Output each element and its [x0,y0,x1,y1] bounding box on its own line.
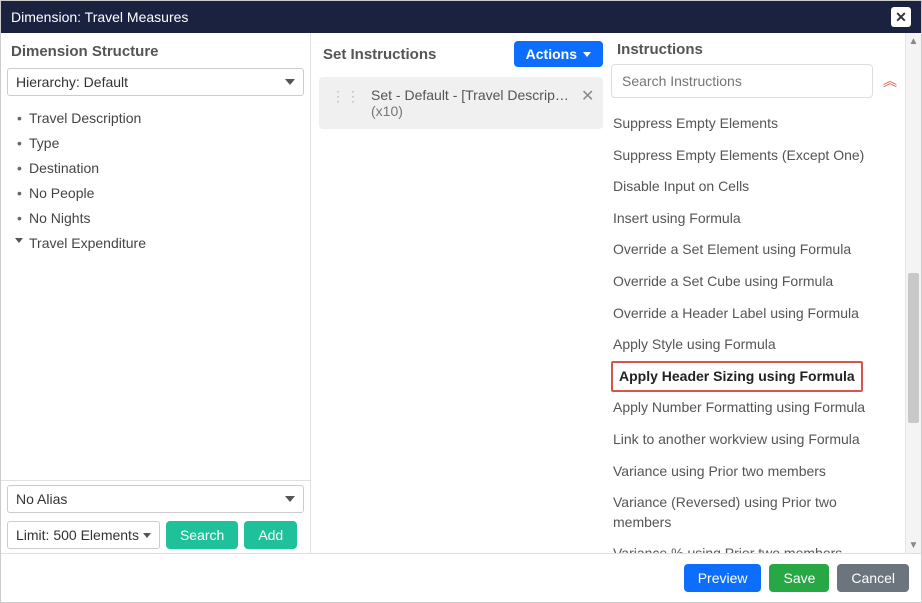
alias-select[interactable]: No Alias [7,485,304,513]
scroll-up-icon[interactable]: ▲ [906,33,921,49]
scroll-down-icon[interactable]: ▼ [906,537,921,553]
tree-item[interactable]: No Nights [17,206,300,231]
instruction-item[interactable]: Override a Set Element using Formula [611,234,899,266]
instruction-item[interactable]: Suppress Empty Elements [611,108,899,140]
dimension-tree: Travel Description Type Destination No Peop… [1,102,310,480]
search-button[interactable]: Search [166,521,238,549]
tree-item[interactable]: Destination [17,156,300,181]
dialog-title: Dimension: Travel Measures [11,9,188,25]
instruction-item[interactable]: Variance using Prior two members [611,456,899,488]
instructions-header: Instructions [615,41,703,58]
dialog-footer: Preview Save Cancel [1,553,921,602]
limit-select[interactable]: Limit: 500 Elements [7,521,160,549]
collapse-icon[interactable]: ︽ [883,77,897,85]
instruction-item[interactable]: Disable Input on Cells [611,171,899,203]
instructions-list: Suppress Empty ElementsSuppress Empty El… [611,108,903,553]
right-panel: Instructions ︽ Suppress Empty ElementsSu… [611,33,921,553]
tree-item[interactable]: Travel Description [17,106,300,131]
preview-button[interactable]: Preview [684,564,762,592]
instruction-item[interactable]: Apply Header Sizing using Formula [611,361,863,393]
add-button[interactable]: Add [244,521,297,549]
dimension-structure-header: Dimension Structure [1,33,310,68]
dialog-body: Dimension Structure Hierarchy: Default T… [1,33,921,553]
tree-item-label: Destination [29,160,99,176]
set-card-line2: (x10) [371,103,571,119]
tree-item-label: No Nights [29,210,90,226]
tree-item[interactable]: Type [17,131,300,156]
instruction-item[interactable]: Link to another workview using Formula [611,424,899,456]
close-icon[interactable]: ✕ [891,7,911,27]
chevron-down-icon [583,52,591,57]
left-bottom-controls: No Alias Limit: 500 Elements Search Add [1,480,310,553]
remove-set-icon[interactable]: ✕ [581,87,594,105]
chevron-down-icon [285,79,295,85]
tree-item-label: Travel Description [29,110,141,126]
set-card-line1: Set - Default - [Travel Description]... [371,87,571,103]
instruction-item[interactable]: Override a Set Cube using Formula [611,266,899,298]
search-instructions-input[interactable] [611,64,873,98]
hierarchy-select[interactable]: Hierarchy: Default [7,68,304,96]
dimension-dialog: Dimension: Travel Measures ✕ Dimension S… [0,0,922,603]
chevron-down-icon [285,496,295,502]
tree-item-label: No People [29,185,94,201]
actions-label: Actions [526,46,577,62]
instruction-item[interactable]: Override a Header Label using Formula [611,298,899,330]
instruction-item[interactable]: Variance (Reversed) using Prior two memb… [611,487,899,538]
instruction-item[interactable]: Apply Style using Formula [611,329,899,361]
instruction-item[interactable]: Suppress Empty Elements (Except One) [611,140,899,172]
titlebar: Dimension: Travel Measures ✕ [1,1,921,33]
cancel-button[interactable]: Cancel [837,564,909,592]
set-card[interactable]: ⋮⋮ Set - Default - [Travel Description].… [319,77,603,129]
hierarchy-label: Hierarchy: Default [16,74,128,90]
actions-button[interactable]: Actions [514,41,603,67]
tree-item-label: Type [29,135,59,151]
middle-panel: Set Instructions Actions ⋮⋮ Set - Defaul… [311,33,611,553]
set-instructions-header: Set Instructions [323,46,436,63]
scrollbar[interactable]: ▲ ▼ [905,33,921,553]
alias-label: No Alias [16,491,67,507]
instruction-item[interactable]: Variance % using Prior two members [611,538,899,553]
instruction-item[interactable]: Apply Number Formatting using Formula [611,392,899,424]
scroll-thumb[interactable] [908,273,919,423]
tree-item-label: Travel Expenditure [29,235,146,251]
instruction-item[interactable]: Insert using Formula [611,203,899,235]
left-panel: Dimension Structure Hierarchy: Default T… [1,33,311,553]
limit-label: Limit: 500 Elements [16,527,139,543]
drag-handle-icon[interactable]: ⋮⋮ [331,87,361,103]
save-button[interactable]: Save [769,564,829,592]
tree-item[interactable]: No People [17,181,300,206]
chevron-down-icon [143,533,151,538]
set-card-text: Set - Default - [Travel Description]... … [371,87,571,119]
chevron-down-icon [15,238,23,243]
tree-item[interactable]: Travel Expenditure [17,231,300,256]
